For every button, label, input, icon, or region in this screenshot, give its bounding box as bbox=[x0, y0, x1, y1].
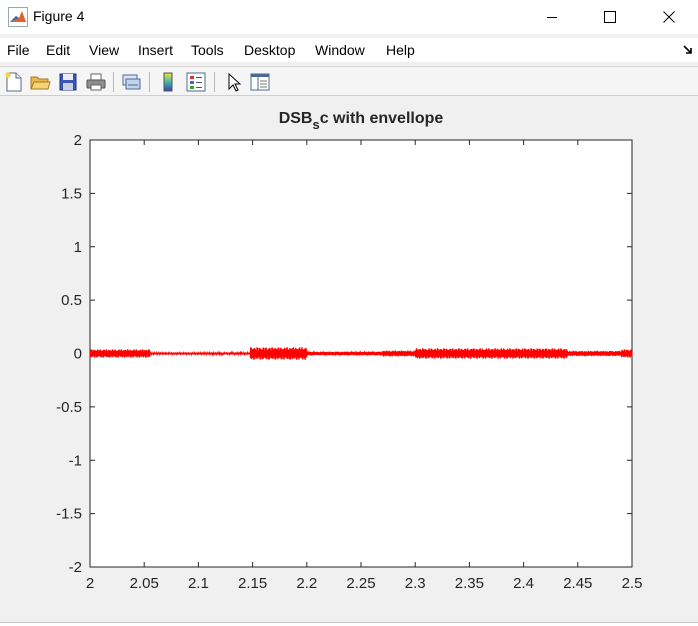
open-file-icon[interactable] bbox=[29, 71, 51, 93]
menu-help[interactable]: Help bbox=[386, 42, 415, 58]
figure-canvas: DSBsc with envellope 2 2.05 2.1 2.15 2.2 2.25… bbox=[0, 97, 698, 622]
menu-tools[interactable]: Tools bbox=[191, 42, 224, 58]
x-tick-label: 2.15 bbox=[238, 575, 267, 592]
y-tick-label: 1 bbox=[74, 239, 82, 256]
x-tick-label: 2 bbox=[86, 575, 94, 592]
y-tick-label: 2 bbox=[74, 132, 82, 149]
x-tick-label: 2.4 bbox=[513, 575, 534, 592]
x-tick-label: 2.45 bbox=[563, 575, 592, 592]
menu-edit[interactable]: Edit bbox=[46, 42, 71, 58]
menu-insert[interactable]: Insert bbox=[138, 42, 174, 58]
matlab-icon bbox=[8, 7, 28, 27]
figure-toolbar bbox=[0, 66, 698, 96]
menu-view[interactable]: View bbox=[89, 42, 120, 58]
new-figure-icon[interactable] bbox=[3, 71, 25, 93]
x-tick-labels: 2 2.05 2.1 2.15 2.2 2.25 2.3 2.35 2.4 2.45 2.5 bbox=[86, 575, 643, 592]
legend-icon[interactable] bbox=[185, 71, 207, 93]
x-tick-label: 2.05 bbox=[130, 575, 159, 592]
link-plot-icon[interactable] bbox=[120, 71, 142, 93]
minimize-button[interactable] bbox=[529, 0, 575, 34]
toolbar-separator bbox=[113, 72, 114, 92]
save-icon[interactable] bbox=[57, 71, 79, 93]
title-bar: Figure 4 bbox=[0, 0, 698, 34]
toolbar-separator bbox=[149, 72, 150, 92]
menu-desktop[interactable]: Desktop bbox=[244, 42, 296, 58]
y-tick-label: 0.5 bbox=[61, 292, 82, 309]
dock-arrow-icon[interactable] bbox=[682, 44, 694, 56]
menu-window[interactable]: Window bbox=[315, 42, 365, 58]
menu-bar: File Edit View Insert Tools Desktop Wind… bbox=[0, 38, 698, 62]
colorbar-icon[interactable] bbox=[157, 71, 179, 93]
x-tick-label: 2.5 bbox=[622, 575, 643, 592]
window-bottom-edge bbox=[0, 622, 698, 626]
x-tick-label: 2.2 bbox=[296, 575, 317, 592]
y-tick-labels: 2 1.5 1 0.5 0 -0.5 -1 -1.5 -2 bbox=[56, 132, 82, 576]
pointer-icon[interactable] bbox=[223, 71, 245, 93]
y-tick-label: 1.5 bbox=[61, 185, 82, 202]
y-tick-label: -0.5 bbox=[56, 399, 82, 416]
close-button[interactable] bbox=[646, 0, 692, 34]
x-tick-label: 2.25 bbox=[346, 575, 375, 592]
plot[interactable]: DSBsc with envellope 2 2.05 2.1 2.15 2.2 2.25… bbox=[0, 97, 698, 622]
x-tick-label: 2.35 bbox=[455, 575, 484, 592]
x-tick-label: 2.3 bbox=[405, 575, 426, 592]
y-tick-label: 0 bbox=[74, 346, 82, 363]
close-icon bbox=[663, 11, 675, 23]
minimize-icon bbox=[547, 17, 557, 18]
y-tick-label: -1.5 bbox=[56, 506, 82, 523]
print-icon[interactable] bbox=[85, 71, 107, 93]
menu-file[interactable]: File bbox=[7, 42, 30, 58]
x-tick-label: 2.1 bbox=[188, 575, 209, 592]
y-tick-label: -1 bbox=[69, 452, 82, 469]
chart-title: DSBsc with envellope bbox=[279, 110, 444, 132]
maximize-icon bbox=[604, 11, 616, 23]
toolbar-separator bbox=[214, 72, 215, 92]
window-title: Figure 4 bbox=[33, 8, 85, 24]
property-editor-icon[interactable] bbox=[249, 71, 271, 93]
y-tick-label: -2 bbox=[69, 559, 82, 576]
maximize-button[interactable] bbox=[587, 0, 633, 34]
signal-series bbox=[89, 347, 633, 360]
